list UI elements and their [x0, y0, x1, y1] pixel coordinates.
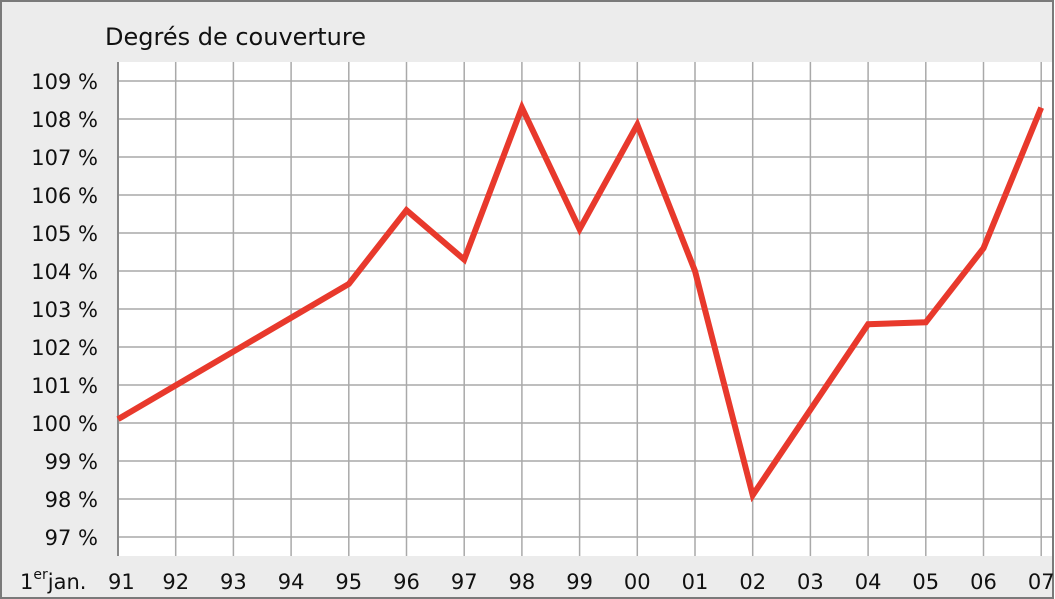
x-tick-label: 07: [1028, 570, 1055, 594]
line-series: [116, 99, 1044, 503]
y-tick-label: 103 %: [31, 298, 98, 322]
x-prefix-month: jan.: [47, 570, 87, 594]
x-tick-label: 95: [335, 570, 362, 594]
y-tick-label: 101 %: [31, 374, 98, 398]
y-tick-label: 106 %: [31, 184, 98, 208]
x-tick-label: 05: [912, 570, 939, 594]
x-tick-label: 97: [451, 570, 478, 594]
x-tick-label: 93: [220, 570, 247, 594]
x-tick-label: 92: [162, 570, 189, 594]
x-tick-label: 00: [624, 570, 651, 594]
chart-title: Degrés de couverture: [105, 23, 366, 51]
x-prefix-suffix: er: [33, 567, 48, 583]
x-tick-label: 06: [970, 570, 997, 594]
x-tick-label: 91: [108, 570, 135, 594]
x-tick-label: 99: [566, 570, 593, 594]
y-tick-label: 107 %: [31, 146, 98, 170]
y-tick-label: 98 %: [45, 488, 98, 512]
x-prefix-day: 1: [20, 570, 33, 594]
y-tick-label: 109 %: [31, 70, 98, 94]
y-tick-label: 108 %: [31, 108, 98, 132]
x-tick-label: 04: [855, 570, 882, 594]
x-tick-label: 01: [682, 570, 709, 594]
x-tick-label: 94: [278, 570, 305, 594]
y-tick-label: 97 %: [45, 526, 98, 550]
x-tick-label: 98: [509, 570, 536, 594]
x-tick-label: 02: [739, 570, 766, 594]
y-tick-label: 99 %: [45, 450, 98, 474]
y-tick-label: 104 %: [31, 260, 98, 284]
x-prefix: 1erjan.: [20, 567, 86, 594]
y-tick-label: 105 %: [31, 222, 98, 246]
x-tick-label: 96: [393, 570, 420, 594]
y-tick-label: 100 %: [31, 412, 98, 436]
x-tick-label: 03: [797, 570, 824, 594]
y-tick-label: 102 %: [31, 336, 98, 360]
